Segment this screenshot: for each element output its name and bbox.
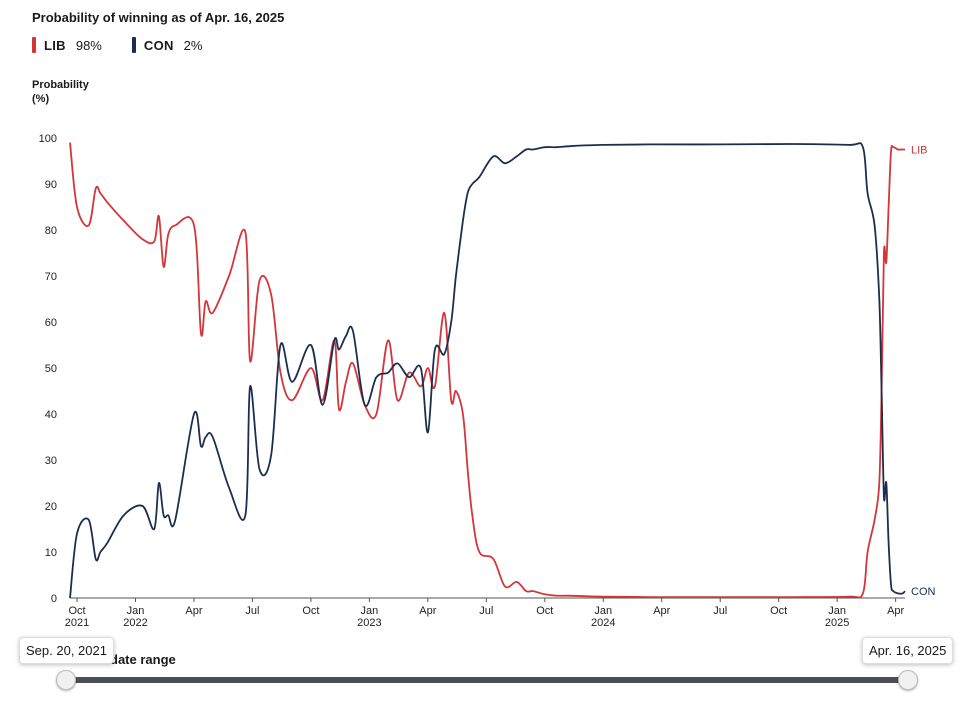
series-line-lib bbox=[69, 142, 905, 599]
legend-party-con: CON bbox=[143, 37, 174, 53]
date-range-label: date range bbox=[110, 652, 176, 667]
x-tick-label-jan-1: Jan bbox=[127, 605, 145, 617]
x-tick-year-2021: 2021 bbox=[65, 617, 89, 629]
legend-swatch-con bbox=[131, 37, 136, 53]
y-tick-label-70: 70 bbox=[45, 271, 57, 283]
y-tick-label-10: 10 bbox=[45, 547, 57, 559]
x-tick-label-apr-6: Apr bbox=[419, 605, 436, 617]
x-tick-label-oct-12: Oct bbox=[770, 605, 787, 617]
x-tick-label-jul-3: Jul bbox=[245, 605, 259, 617]
series-line-con bbox=[69, 142, 906, 599]
x-tick-label-oct-8: Oct bbox=[536, 605, 553, 617]
x-tick-label-jan-5: Jan bbox=[361, 605, 379, 617]
legend-value-lib: 98% bbox=[75, 37, 102, 53]
x-tick-year-2024: 2024 bbox=[591, 617, 615, 629]
date-range-track[interactable] bbox=[62, 677, 908, 683]
date-range-end-handle[interactable] bbox=[898, 670, 918, 690]
legend-item-con: CON 2% bbox=[131, 37, 203, 53]
x-tick-label-apr-2: Apr bbox=[185, 605, 202, 617]
legend-swatch-lib bbox=[32, 37, 36, 53]
date-range-start-handle[interactable] bbox=[56, 670, 76, 690]
series-end-label-con: CON bbox=[911, 586, 936, 598]
y-tick-label-0: 0 bbox=[51, 593, 57, 605]
x-tick-year-2022: 2022 bbox=[123, 617, 147, 629]
y-tick-label-30: 30 bbox=[45, 455, 57, 467]
x-tick-year-2025: 2025 bbox=[825, 617, 849, 629]
y-tick-label-90: 90 bbox=[45, 179, 57, 191]
y-tick-label-50: 50 bbox=[45, 363, 57, 375]
x-tick-label-jul-7: Jul bbox=[479, 605, 493, 617]
x-tick-label-jan-9: Jan bbox=[594, 605, 612, 617]
y-tick-label-20: 20 bbox=[45, 501, 57, 513]
legend: LIB 98% CON 2% bbox=[32, 37, 202, 53]
x-tick-label-apr-14: Apr bbox=[887, 605, 904, 617]
x-tick-label-oct-0: Oct bbox=[68, 605, 85, 617]
y-axis-label: Probability (%) bbox=[32, 78, 89, 106]
chart-title: Probability of winning as of Apr. 16, 20… bbox=[32, 10, 285, 25]
legend-item-lib: LIB 98% bbox=[32, 37, 102, 53]
series-end-label-lib: LIB bbox=[911, 145, 928, 157]
end-date-tooltip: Apr. 16, 2025 bbox=[862, 637, 954, 664]
start-date-tooltip: Sep. 20, 2021 bbox=[19, 637, 114, 664]
y-tick-label-60: 60 bbox=[45, 317, 57, 329]
x-tick-label-oct-4: Oct bbox=[302, 605, 319, 617]
y-axis-title: Probability bbox=[32, 79, 89, 91]
x-tick-label-jan-13: Jan bbox=[828, 605, 846, 617]
y-tick-label-40: 40 bbox=[45, 409, 57, 421]
y-tick-label-80: 80 bbox=[45, 225, 57, 237]
x-tick-label-apr-10: Apr bbox=[653, 605, 670, 617]
y-tick-label-100: 100 bbox=[39, 133, 57, 145]
x-tick-year-2023: 2023 bbox=[357, 617, 381, 629]
legend-value-con: 2% bbox=[183, 37, 203, 53]
x-tick-label-jul-11: Jul bbox=[713, 605, 727, 617]
y-axis-unit: (%) bbox=[32, 93, 50, 105]
legend-party-lib: LIB bbox=[44, 37, 66, 53]
